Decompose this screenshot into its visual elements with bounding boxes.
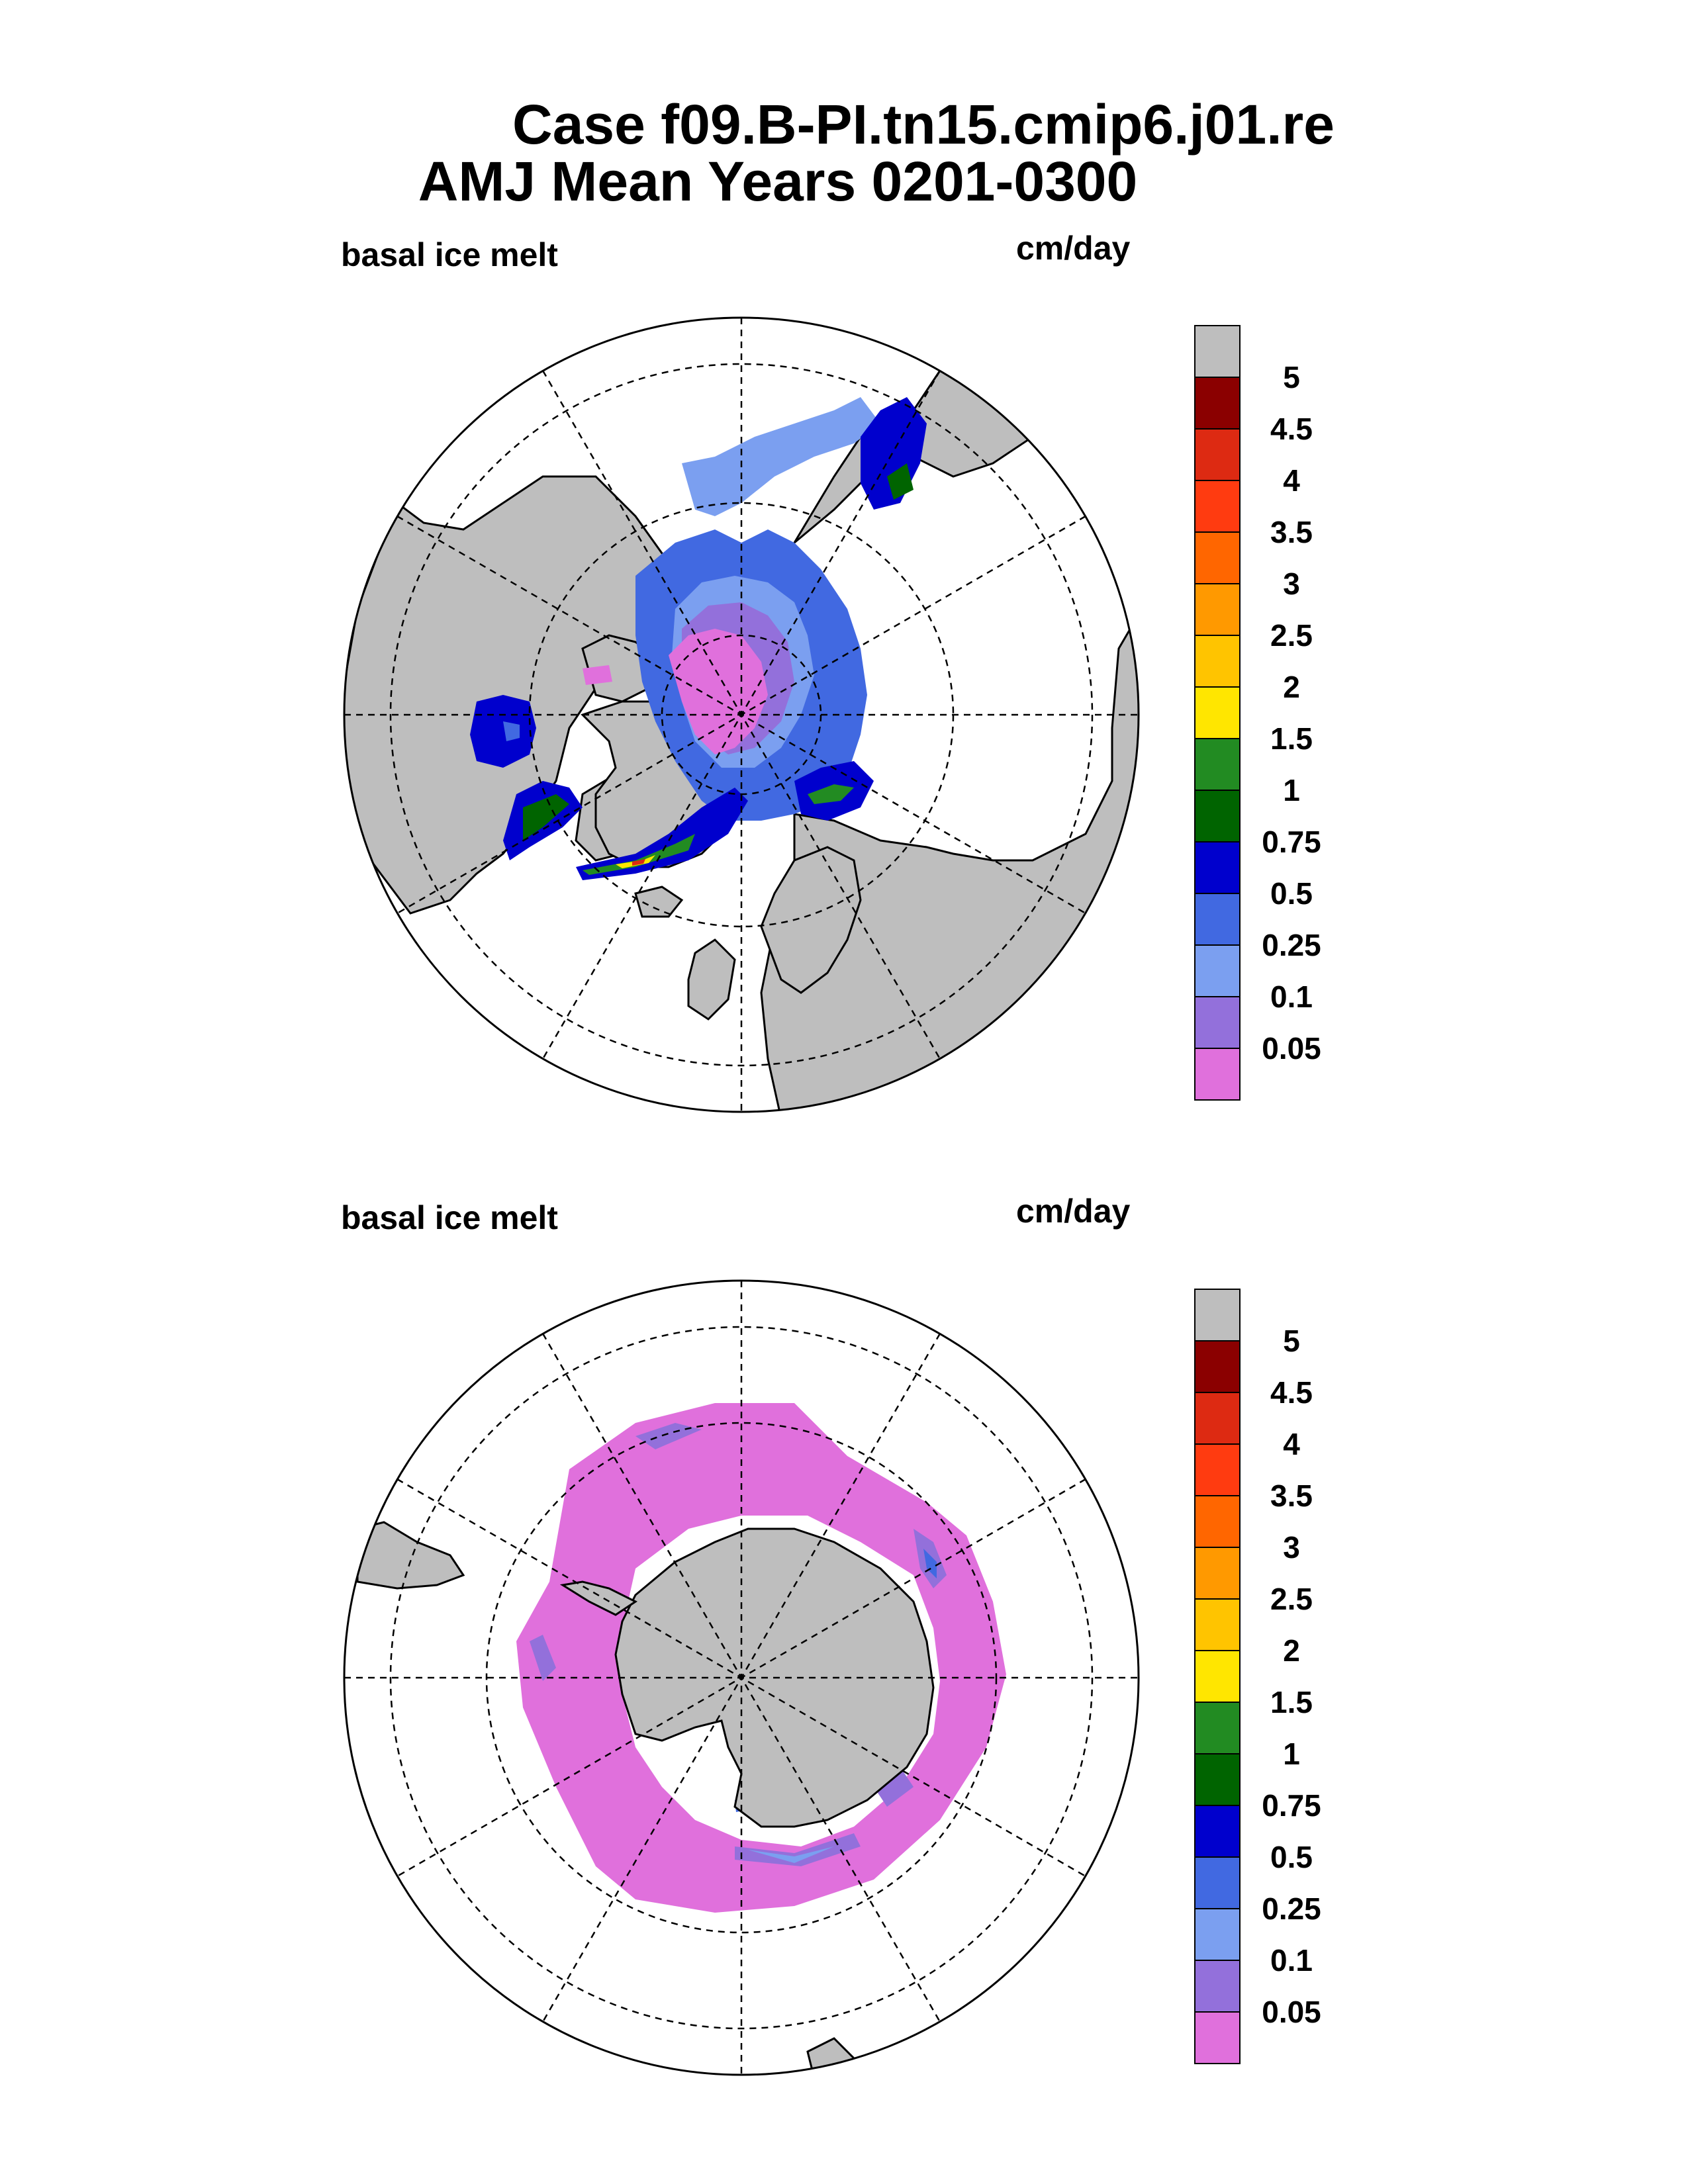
sh-ice-band bbox=[516, 1403, 1006, 1913]
colorbar-box bbox=[1194, 686, 1241, 739]
sh-graticule bbox=[344, 1281, 1139, 2075]
colorbar-box bbox=[1194, 583, 1241, 636]
colorbar-tick-label: 1.5 bbox=[1270, 721, 1313, 756]
nh-ice-center-pink bbox=[669, 629, 768, 754]
colorbar-box bbox=[1194, 428, 1241, 481]
colorbar-tick-label: 4.5 bbox=[1270, 412, 1313, 446]
colorbar-box bbox=[1194, 1753, 1241, 1806]
colorbar-box bbox=[1194, 1702, 1241, 1754]
colorbar-tick-label: 3 bbox=[1283, 567, 1300, 601]
colorbar-tick-label: 0.25 bbox=[1262, 1891, 1321, 1926]
colorbar-tick-label: 0.05 bbox=[1262, 1031, 1321, 1066]
colorbar-box bbox=[1194, 996, 1241, 1049]
colorbar-tick-label: 4.5 bbox=[1270, 1375, 1313, 1410]
sh-units-label: cm/day bbox=[1016, 1193, 1131, 1230]
colorbar-tick-label: 0.05 bbox=[1262, 1995, 1321, 2029]
colorbar-tick-label: 4 bbox=[1283, 463, 1300, 498]
colorbar-tick-label: 5 bbox=[1283, 360, 1300, 394]
colorbar-box bbox=[1194, 1547, 1241, 1600]
colorbar-tick-label: 3.5 bbox=[1270, 515, 1313, 549]
nh-land-uk bbox=[687, 938, 736, 1021]
colorbar-tick-label: 0.5 bbox=[1270, 1840, 1313, 1874]
colorbar-tick-label: 0.5 bbox=[1270, 876, 1313, 911]
nh-ice-bering bbox=[682, 397, 880, 516]
colorbar-box bbox=[1194, 1650, 1241, 1703]
nh-ice-hudson-bay bbox=[470, 695, 536, 768]
nh-units-label: cm/day bbox=[1016, 230, 1131, 267]
colorbar-box bbox=[1194, 841, 1241, 894]
colorbar-box bbox=[1194, 1598, 1241, 1651]
nh-colorbar: 5 4.5 4 3.5 3 2.5 2 1.5 1 0.75 0.5 0.25 0.1 0.05 bbox=[1194, 325, 1321, 1101]
colorbar-box bbox=[1194, 893, 1241, 946]
colorbar-box bbox=[1194, 1856, 1241, 1909]
colorbar-box bbox=[1194, 1495, 1241, 1548]
nh-ice-greenland-red bbox=[632, 859, 645, 866]
colorbar-tick-label: 3.5 bbox=[1270, 1479, 1313, 1513]
nh-land-scandinavia bbox=[760, 846, 862, 994]
sh-colorbar: 5 4.5 4 3.5 3 2.5 2 1.5 1 0.75 0.5 0.25 0.1 0.05 bbox=[1194, 1289, 1321, 2064]
colorbar-tick-label: 0.75 bbox=[1262, 825, 1321, 859]
colorbar-box bbox=[1194, 944, 1241, 997]
nh-ice-okhotsk-green bbox=[887, 463, 914, 500]
colorbar-box bbox=[1194, 1289, 1241, 1342]
colorbar-box bbox=[1194, 738, 1241, 791]
colorbar-tick-label: 0.1 bbox=[1270, 979, 1313, 1014]
colorbar-box bbox=[1194, 1960, 1241, 2013]
colorbar-tick-label: 1 bbox=[1283, 1737, 1300, 1771]
sh-ice-purple-west bbox=[530, 1635, 556, 1681]
colorbar-box bbox=[1194, 377, 1241, 430]
colorbar-box bbox=[1194, 480, 1241, 533]
nh-ice-greenland-east bbox=[576, 788, 748, 880]
colorbar-tick-label: 2.5 bbox=[1270, 1582, 1313, 1616]
sh-ice-purple-ross bbox=[874, 1767, 914, 1807]
colorbar-tick-label: 0.1 bbox=[1270, 1943, 1313, 1978]
page-title-line2: AMJ Mean Years 0201-0300 bbox=[418, 150, 1138, 212]
sh-left-label: basal ice melt bbox=[341, 1199, 558, 1236]
colorbar-box bbox=[1194, 1443, 1241, 1496]
nh-ice-baffin-pink bbox=[583, 665, 612, 685]
colorbar-tick-label: 3 bbox=[1283, 1530, 1300, 1565]
colorbar-box bbox=[1194, 325, 1241, 378]
page-title-line1: Case f09.B-PI.tn15.cmip6.j01.re bbox=[512, 93, 1335, 156]
nh-map bbox=[343, 316, 1140, 1113]
colorbar-tick-label: 2 bbox=[1283, 1633, 1300, 1668]
nh-ice-labrador-green bbox=[523, 794, 569, 841]
sh-ice-purple-weddell bbox=[735, 1833, 861, 1866]
colorbar-box bbox=[1194, 1908, 1241, 1961]
colorbar-tick-label: 5 bbox=[1283, 1324, 1300, 1358]
colorbar-tick-label: 1.5 bbox=[1270, 1685, 1313, 1719]
sh-ice-lightblue-weddell bbox=[748, 1846, 834, 1863]
colorbar-box bbox=[1194, 531, 1241, 584]
colorbar-tick-label: 1 bbox=[1283, 773, 1300, 807]
colorbar-box bbox=[1194, 1392, 1241, 1445]
colorbar-tick-label: 0.75 bbox=[1262, 1788, 1321, 1823]
colorbar-tick-label: 2 bbox=[1283, 670, 1300, 704]
nh-ice-barents-green bbox=[808, 784, 854, 804]
nh-left-label: basal ice melt bbox=[341, 236, 558, 273]
colorbar-box bbox=[1194, 2011, 1241, 2064]
colorbar-box bbox=[1194, 1805, 1241, 1858]
colorbar-box bbox=[1194, 790, 1241, 842]
nh-ice-hudson-core bbox=[503, 721, 520, 741]
nh-graticule bbox=[344, 318, 1139, 1112]
colorbar-tick-label: 2.5 bbox=[1270, 618, 1313, 653]
sh-land-south-america bbox=[356, 1521, 465, 1590]
nh-ice-greenland-green bbox=[583, 834, 695, 875]
sh-ice-blue-east bbox=[923, 1549, 937, 1578]
colorbar-box bbox=[1194, 635, 1241, 688]
sh-ice-purple-ne bbox=[635, 1423, 702, 1449]
colorbar-box bbox=[1194, 1340, 1241, 1393]
nh-land-iceland bbox=[634, 886, 684, 918]
sh-map bbox=[343, 1279, 1140, 2076]
colorbar-tick-label: 0.25 bbox=[1262, 928, 1321, 962]
colorbar-tick-label: 4 bbox=[1283, 1427, 1300, 1461]
colorbar-box bbox=[1194, 1048, 1241, 1101]
